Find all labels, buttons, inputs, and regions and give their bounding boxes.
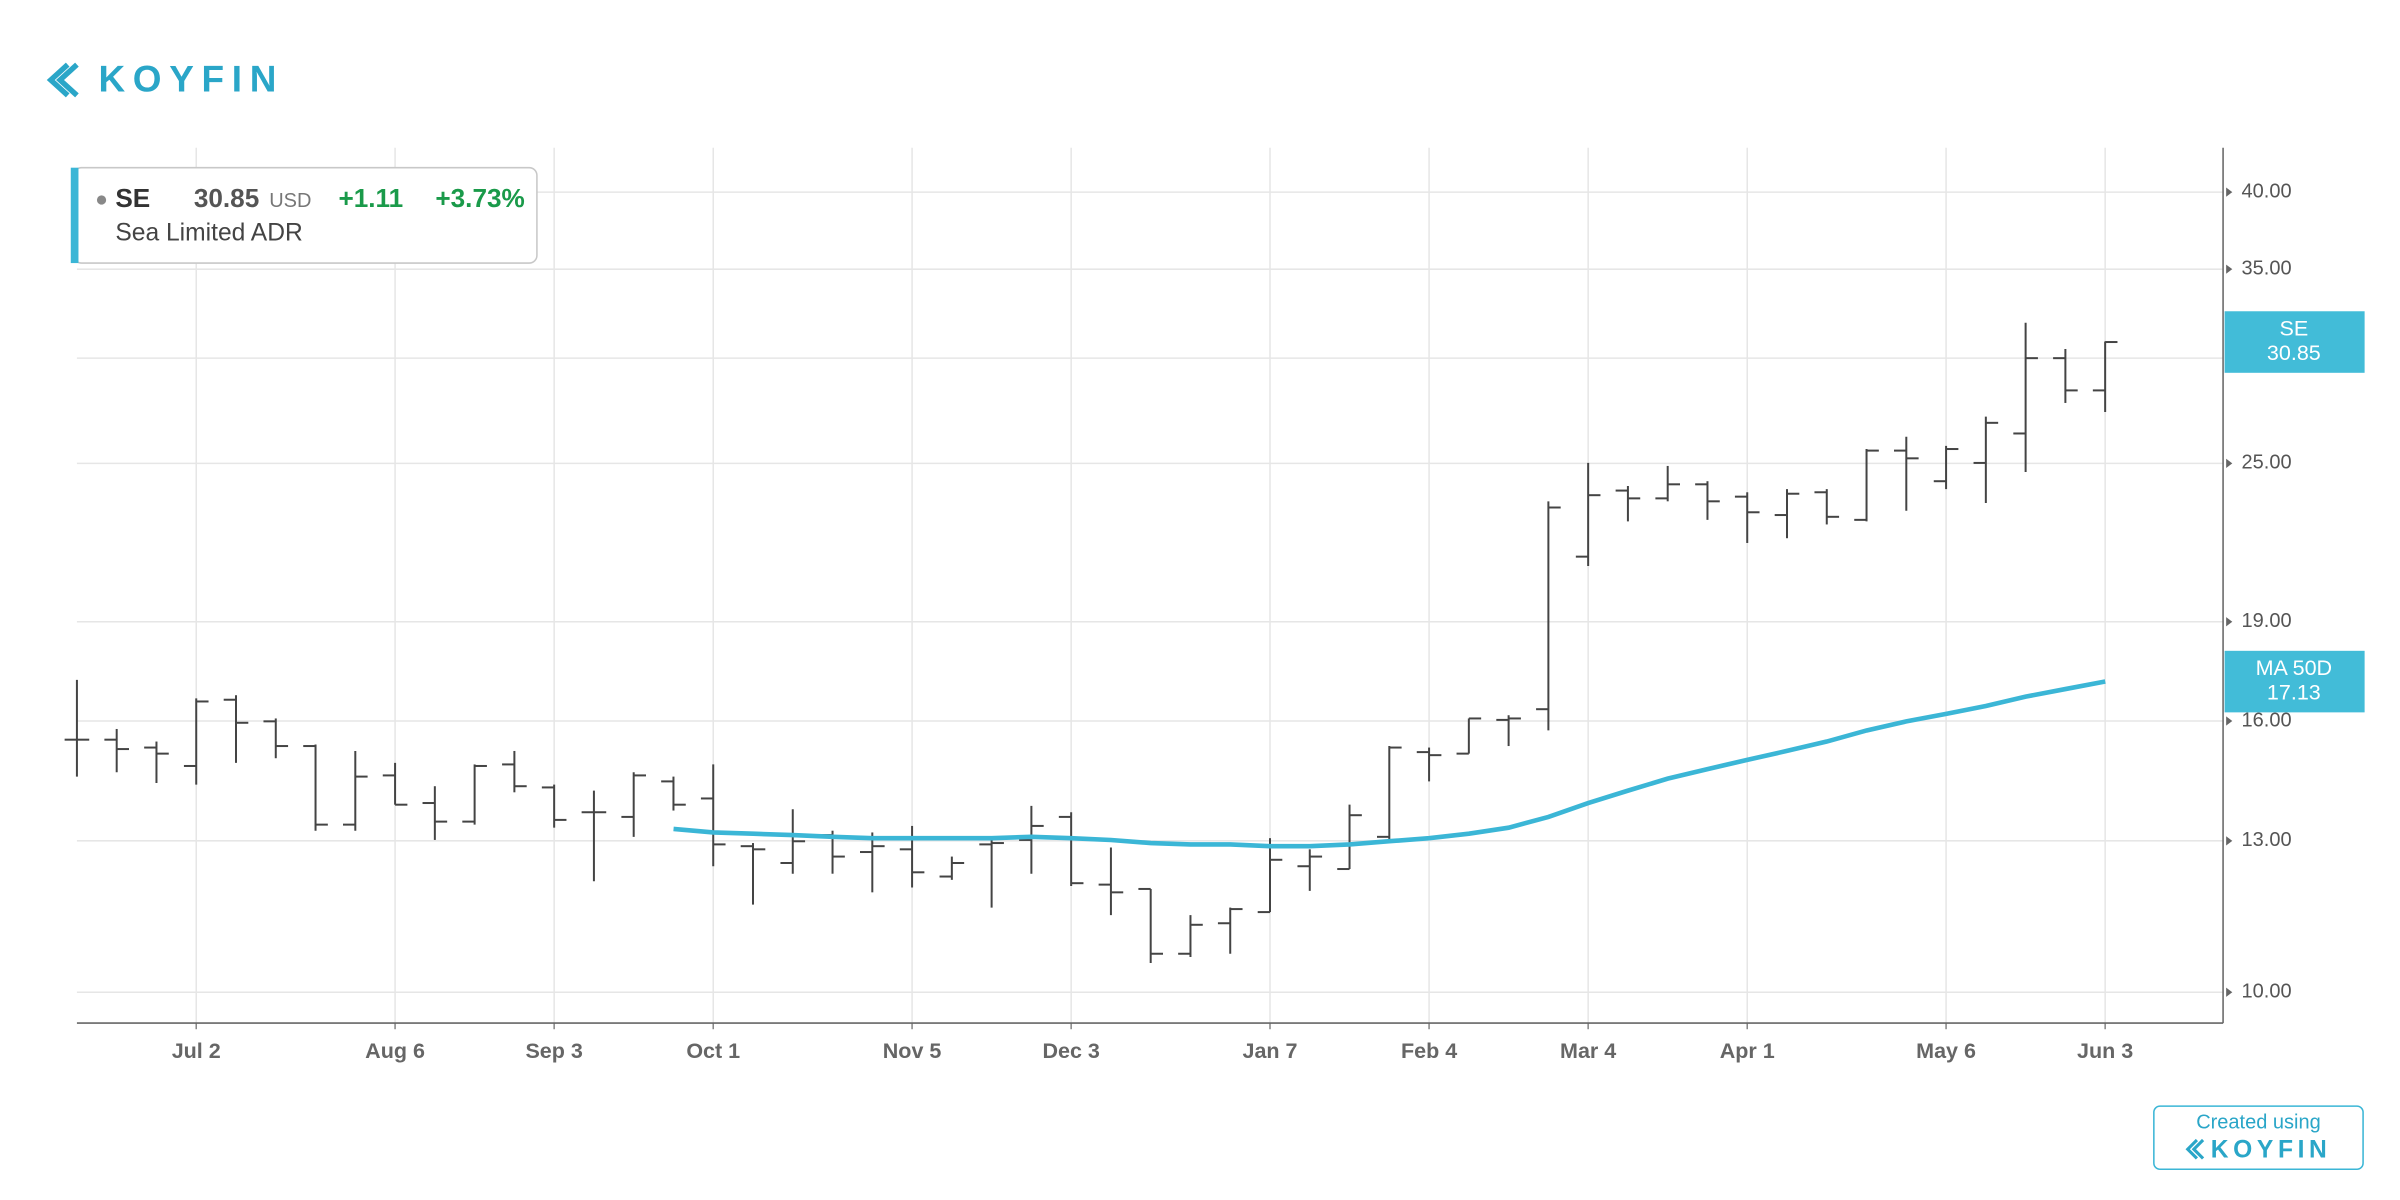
y-tick [2226, 987, 2233, 997]
ma-tag-value: 17.13 [2267, 681, 2321, 705]
ma-tag-bg [2224, 650, 2365, 713]
ma-line [673, 679, 2106, 849]
y-tick [2226, 187, 2233, 197]
credit: Created using KOYFIN [2153, 1105, 2364, 1171]
y-tick-label: 25.00 [2242, 452, 2292, 474]
x-tick-label: Aug 6 [365, 1039, 425, 1063]
price-tag-value: 30.85 [2267, 341, 2321, 365]
y-tick [2226, 836, 2233, 846]
ma-tag-name: MA 50D [2256, 656, 2333, 680]
y-tick-label: 10.00 [2242, 981, 2292, 1003]
x-tick-label: Jun 3 [2077, 1039, 2133, 1063]
price-tag-name: SE [2279, 316, 2308, 340]
x-tick-label: Dec 3 [1042, 1039, 1099, 1063]
credit-brand: KOYFIN [2211, 1136, 2332, 1163]
y-tick [2226, 264, 2233, 274]
legend-box: SE 30.85 USD +1.11 +3.73% Sea Limited AD… [70, 166, 538, 264]
y-tick [2226, 617, 2233, 627]
x-tick-label: Jan 7 [1242, 1039, 1297, 1063]
credit-text: Created using [2196, 1111, 2321, 1133]
y-tick-label: 40.00 [2242, 180, 2292, 202]
y-tick-label: 35.00 [2242, 257, 2292, 279]
y-tick [2226, 716, 2233, 726]
y-tick-label: 13.00 [2242, 829, 2292, 851]
y-tick [2226, 458, 2233, 469]
x-tick-label: Oct 1 [686, 1039, 740, 1063]
y-tick-label: 19.00 [2242, 610, 2292, 632]
legend-ticker: SE [115, 183, 150, 213]
logo-icon [46, 62, 79, 98]
x-tick-label: Mar 4 [1560, 1039, 1616, 1063]
plot: Jul 2 Aug 6 Sep 3 Oct 1 Nov 5 Dec 3 Jan 7 Feb 4… [64, 147, 2365, 1063]
legend-change: +1.11 [338, 183, 403, 213]
legend-name: Sea Limited ADR [115, 219, 302, 246]
legend-dot [96, 195, 107, 205]
legend-price: 30.85 [194, 183, 259, 213]
price-tag-bg [2224, 311, 2365, 373]
credit-icon [2185, 1138, 2205, 1160]
credit-frame [2153, 1105, 2364, 1171]
legend-currency: USD [269, 190, 311, 212]
legend-accent [70, 167, 79, 264]
legend-change-pct: +3.73% [435, 183, 524, 213]
x-tick-label: Sep 3 [525, 1039, 582, 1063]
y-tick-label: 16.00 [2242, 709, 2292, 731]
x-tick-label: Jul 2 [172, 1039, 221, 1063]
logo-text: KOYFIN [98, 58, 284, 99]
logo: KOYFIN [46, 58, 284, 99]
x-tick-label: Nov 5 [883, 1039, 942, 1063]
x-tick-label: Apr 1 [1720, 1039, 1775, 1063]
x-tick-label: Feb 4 [1401, 1039, 1457, 1063]
x-tick-label: May 6 [1916, 1039, 1976, 1063]
